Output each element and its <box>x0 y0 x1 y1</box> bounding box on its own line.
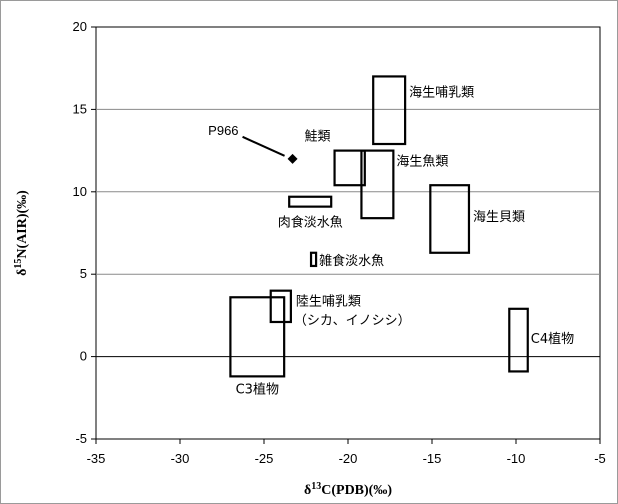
range-box <box>229 296 286 378</box>
range-label: 海生貝類 <box>473 210 525 225</box>
range-label: 雑食淡水魚 <box>319 253 384 269</box>
range-label: 肉食淡水魚 <box>278 215 343 231</box>
point-label: P966 <box>208 123 238 138</box>
y-axis-title-rest: N(AIR)(‰) <box>15 190 30 259</box>
range-box <box>309 251 318 268</box>
y-tick-label: 20 <box>73 19 87 34</box>
range-label: 陸生哺乳類 <box>296 294 361 310</box>
grid-lines <box>96 108 600 358</box>
x-axis: -35 -30 -25 -20 -15 -10 -5 <box>87 439 606 466</box>
range-box <box>288 195 333 208</box>
range-box <box>333 149 366 187</box>
y-tick-label: 0 <box>80 349 87 364</box>
x-axis-title-rest: C(PDB)(‰) <box>321 483 392 498</box>
range-box <box>360 149 395 220</box>
data-point <box>287 153 298 164</box>
y-tick-label: 15 <box>73 101 87 116</box>
range-label: 海生哺乳類 <box>409 85 474 100</box>
y-axis-title: δ15N(AIR)(‰) <box>13 190 30 276</box>
point-leader-line <box>242 135 285 157</box>
y-tick-label: 5 <box>80 266 87 281</box>
x-tick-label: -35 <box>87 451 106 466</box>
range-box <box>269 289 292 324</box>
range-box <box>429 184 471 254</box>
x-tick-label: -10 <box>507 451 526 466</box>
range-sublabel: （シカ、イノシシ） <box>294 314 411 329</box>
plot-area <box>95 26 601 440</box>
range-box <box>508 307 529 373</box>
x-axis-title: δ13C(PDB)(‰) <box>304 481 392 498</box>
x-tick-label: -20 <box>339 451 358 466</box>
range-label: 海生魚類 <box>396 155 448 170</box>
x-tick-label: -25 <box>255 451 274 466</box>
x-tick-label: -5 <box>594 451 606 466</box>
range-label: C3植物 <box>236 382 279 397</box>
data-points: P966 <box>208 123 298 164</box>
x-tick-label: -15 <box>423 451 442 466</box>
range-label: C4植物 <box>531 332 574 347</box>
y-tick-label: -5 <box>75 431 87 446</box>
y-tick-label: 10 <box>73 184 87 199</box>
x-tick-label: -30 <box>171 451 190 466</box>
y-axis: -5 0 5 10 15 20 <box>73 19 96 446</box>
range-label: 鮭類 <box>305 130 331 145</box>
range-box <box>372 75 407 146</box>
